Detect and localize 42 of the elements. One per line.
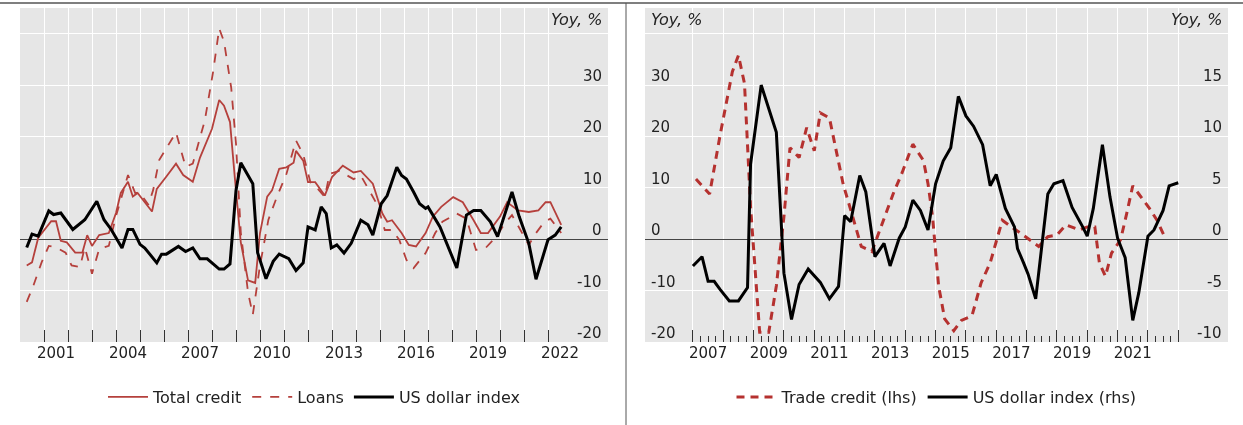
y2-tick-label: 0 <box>1212 221 1222 239</box>
x-tick-label: 2017 <box>992 344 1031 362</box>
x-tick-label: 2013 <box>324 344 364 362</box>
x-tick-label: 2011 <box>810 344 849 362</box>
y-tick-label: -20 <box>651 324 676 342</box>
x-tick-label: 2019 <box>1053 344 1092 362</box>
y-tick-label: -20 <box>577 324 602 342</box>
y-tick-label: 0 <box>592 221 602 239</box>
y-tick-label: -10 <box>651 273 676 291</box>
x-tick-label: 2004 <box>108 344 148 362</box>
y-axis-title: Yoy, % <box>651 10 703 29</box>
y-tick-label: 10 <box>651 170 671 188</box>
x-tick-label: 2007 <box>180 344 220 362</box>
y-tick-label: 20 <box>583 118 603 136</box>
x-tick-label: 2013 <box>871 344 910 362</box>
y-tick-label: 30 <box>583 67 603 85</box>
y2-tick-label: 5 <box>1212 170 1222 188</box>
legend-label: US dollar index <box>398 388 520 408</box>
x-tick-label: 2016 <box>396 344 436 362</box>
legend-label: Loans <box>297 388 344 408</box>
y2-tick-label: -5 <box>1207 273 1222 291</box>
y-tick-label: 10 <box>583 170 603 188</box>
x-tick-label: 2010 <box>252 344 292 362</box>
legend-label: Trade credit (lhs) <box>780 388 917 408</box>
y-tick-label: 20 <box>651 118 671 136</box>
y-tick-label: -10 <box>577 273 602 291</box>
y2-tick-label: 10 <box>1203 118 1223 136</box>
y-axis-title: Yoy, % <box>551 10 603 29</box>
y-tick-label: 0 <box>651 221 661 239</box>
y2-tick-label: 15 <box>1203 67 1223 85</box>
y-tick-label: 30 <box>651 67 671 85</box>
x-tick-label: 2021 <box>1113 344 1152 362</box>
legend-label: US dollar index (rhs) <box>972 388 1136 408</box>
x-tick-label: 2001 <box>36 344 76 362</box>
y2-tick-label: -10 <box>1197 324 1222 342</box>
x-tick-label: 2007 <box>689 344 728 362</box>
legend-label: Total credit <box>152 388 242 408</box>
x-tick-label: 2015 <box>931 344 970 362</box>
x-tick-label: 2022 <box>540 344 580 362</box>
x-tick-label: 2009 <box>749 344 788 362</box>
y2-axis-title: Yoy, % <box>1171 10 1223 29</box>
x-tick-label: 2019 <box>468 344 508 362</box>
